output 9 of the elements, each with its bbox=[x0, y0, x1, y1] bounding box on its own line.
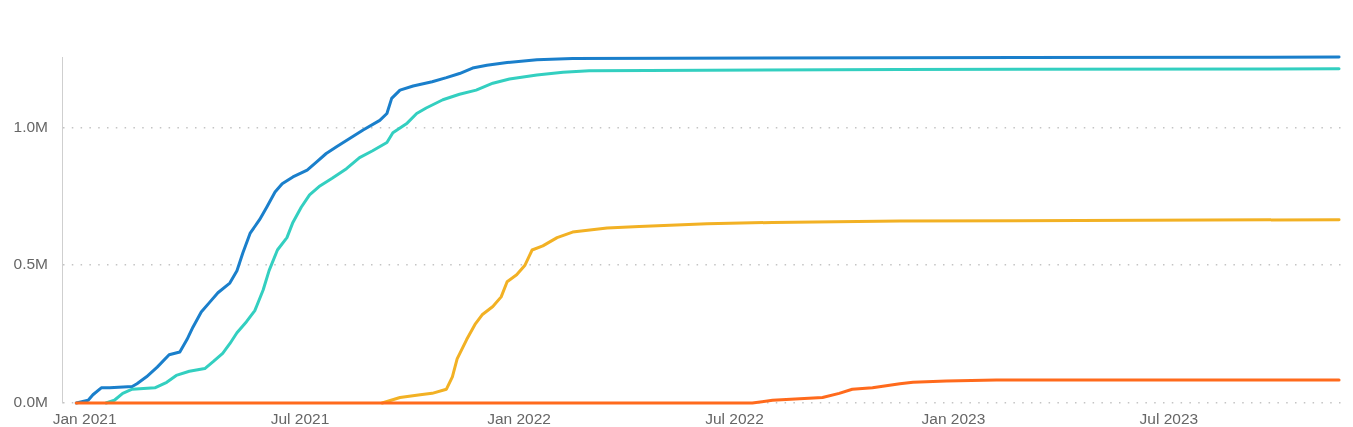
x-tick-label: Jul 2023 bbox=[1139, 409, 1199, 427]
y-tick-label: 1.0M bbox=[13, 117, 48, 135]
x-tick-label: Jul 2022 bbox=[705, 409, 764, 427]
y-tick-label: 0.5M bbox=[13, 255, 48, 273]
x-tick-label: Jan 2022 bbox=[487, 409, 551, 427]
x-tick-label: Jul 2021 bbox=[270, 409, 330, 427]
x-tick-label: Jan 2023 bbox=[921, 409, 986, 427]
x-tick-label: Jan 2021 bbox=[52, 409, 117, 427]
y-tick-label: 0.0M bbox=[13, 393, 48, 411]
